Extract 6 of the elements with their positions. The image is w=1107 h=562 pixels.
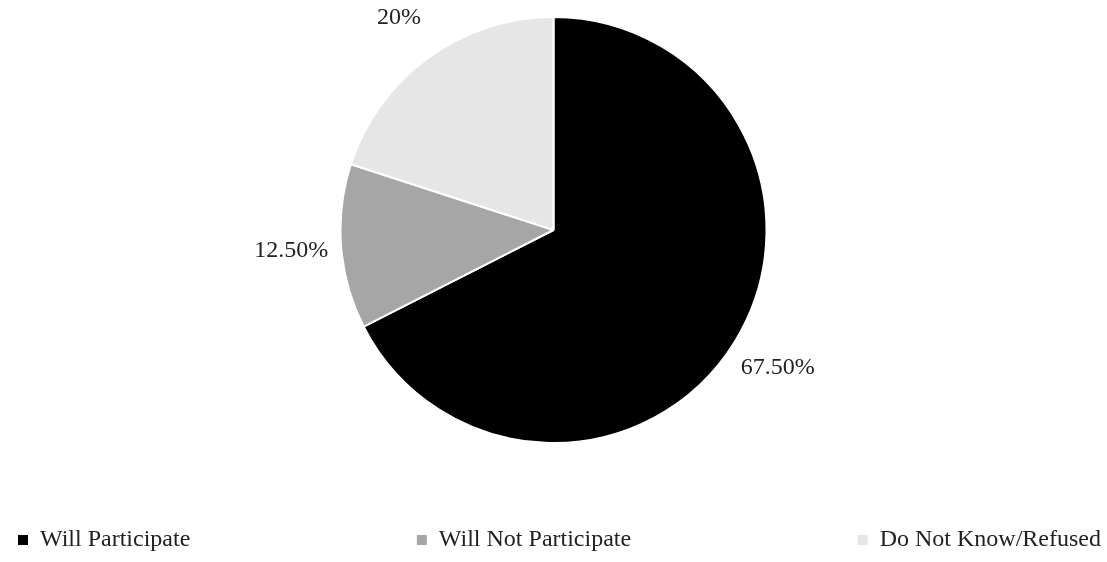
- legend-label: Will Not Participate: [438, 525, 632, 552]
- data-label: 20%: [376, 2, 421, 29]
- data-label: 67.50%: [740, 352, 815, 379]
- data-label: 12.50%: [254, 235, 329, 262]
- legend-label: Will Participate: [40, 525, 191, 552]
- legend-label: Do Not Know/Refused: [879, 525, 1101, 552]
